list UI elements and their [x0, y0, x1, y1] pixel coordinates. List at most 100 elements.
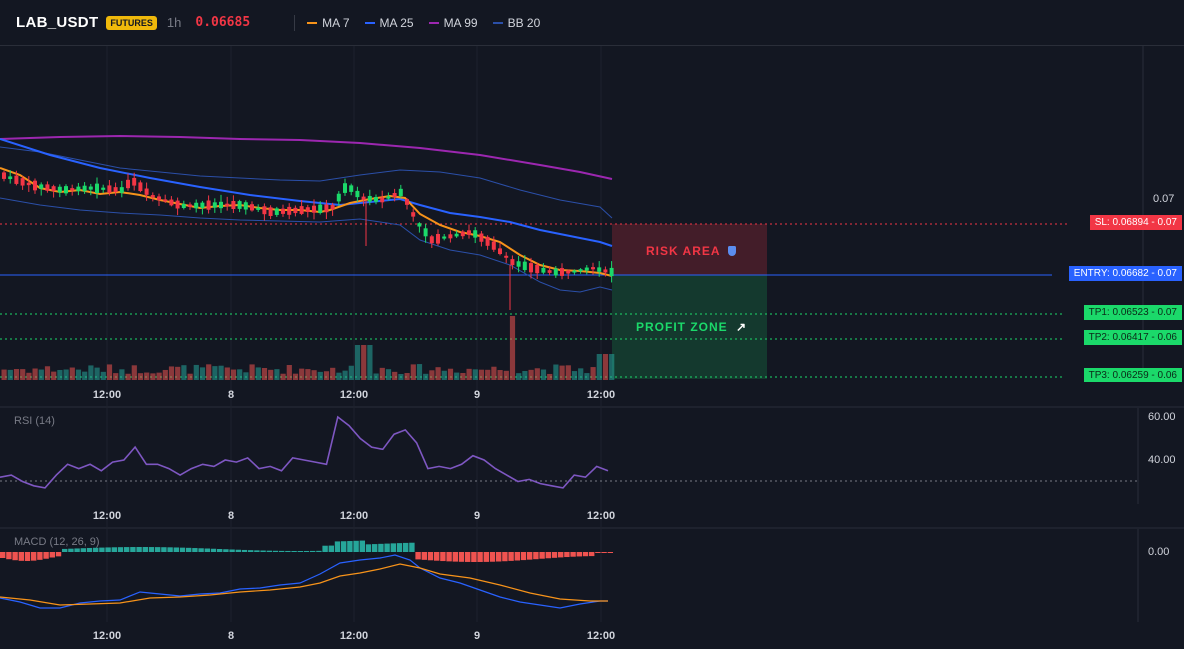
symbol-name[interactable]: LAB_USDT	[16, 14, 99, 31]
volume-bar	[361, 345, 367, 380]
macd-bar	[458, 552, 465, 562]
candle	[126, 179, 130, 189]
candle	[491, 241, 496, 250]
macd-bar	[161, 547, 167, 552]
legend-bb20[interactable]: BB 20	[492, 16, 540, 30]
volume-bar	[38, 369, 44, 380]
macd-bar	[31, 552, 37, 561]
candle	[212, 202, 217, 208]
volume-bar	[199, 367, 206, 380]
macd-bar	[55, 552, 62, 557]
macd-bar	[105, 547, 111, 552]
candle	[312, 205, 316, 213]
candle	[39, 184, 44, 189]
candle	[175, 200, 180, 209]
volume-bar	[392, 371, 398, 380]
macd-bar	[248, 550, 254, 552]
macd-bar	[24, 552, 31, 561]
candle	[225, 203, 230, 207]
volume-bar	[162, 369, 168, 380]
macd-bar	[471, 552, 477, 562]
macd-bar	[241, 549, 248, 552]
macd-bar	[285, 550, 291, 552]
volume-bar	[224, 367, 230, 380]
volume-bar	[522, 370, 528, 380]
macd-bar	[6, 552, 12, 560]
candle	[479, 233, 484, 242]
chart-header: LAB_USDT FUTURES 1h 0.06685 MA 7 MA 25 M…	[0, 0, 1184, 46]
volume-bar	[187, 373, 193, 380]
candle	[132, 177, 137, 186]
macd-bar	[403, 542, 409, 552]
macd-line	[0, 554, 608, 609]
main-xtick-5: 12:00	[586, 389, 616, 401]
volume-bar	[20, 369, 26, 380]
candle	[398, 188, 403, 197]
volume-bar	[534, 368, 540, 380]
volume-bar	[503, 370, 509, 380]
candle	[45, 184, 50, 191]
candle	[442, 236, 447, 239]
candle	[405, 199, 409, 205]
candle	[553, 268, 558, 276]
candle	[429, 236, 434, 244]
candle	[584, 267, 589, 271]
macd-bar	[427, 552, 434, 561]
profit-zone-text: PROFIT ZONE	[636, 320, 728, 334]
macd-label[interactable]: MACD (12, 26, 9)	[14, 536, 100, 548]
candle	[51, 186, 56, 192]
volume-bar	[553, 364, 559, 380]
candle	[349, 185, 354, 192]
profit-zone-label: PROFIT ZONE ↗	[636, 320, 747, 334]
macd-bar	[49, 552, 55, 558]
volume-bar	[237, 369, 243, 380]
macd-bar	[130, 547, 136, 552]
legend-ma99[interactable]: MA 99	[428, 15, 478, 30]
timeframe-label[interactable]: 1h	[166, 15, 182, 30]
volume-bar	[286, 364, 292, 380]
candle	[547, 270, 552, 273]
tp3-tag[interactable]: TP3: 0.06259 - 0.06	[1083, 368, 1182, 382]
volume-bar	[435, 367, 441, 380]
candle	[287, 206, 292, 215]
candlestick-series[interactable]	[2, 170, 614, 310]
candle	[609, 267, 614, 277]
price-axis-label: 0.07	[1153, 193, 1175, 205]
legend-ma99-label: MA 99	[443, 15, 478, 30]
tp1-tag[interactable]: TP1: 0.06523 - 0.07	[1083, 305, 1182, 320]
macd-bar	[310, 550, 316, 552]
macd-bar	[601, 552, 607, 553]
volume-bar	[330, 367, 336, 380]
macd-bar	[43, 552, 49, 559]
candle	[367, 195, 372, 202]
candle	[560, 268, 564, 276]
sl-tag[interactable]: SL: 0.06894 - 0.07	[1089, 215, 1182, 230]
candle	[591, 267, 595, 270]
macd-bar	[254, 550, 260, 552]
candle	[305, 207, 310, 212]
candle	[516, 261, 521, 267]
macd-axis-zero: 0.00	[1148, 546, 1170, 558]
tp2-tag[interactable]: TP2: 0.06417 - 0.06	[1083, 330, 1182, 345]
legend-ma7[interactable]: MA 7	[307, 16, 350, 30]
volume-bar	[491, 366, 497, 380]
volume-bar	[398, 373, 404, 380]
candle	[597, 267, 602, 272]
rsi-xtick-5: 12:00	[586, 510, 616, 522]
volume-bar	[336, 372, 342, 380]
risk-zone	[612, 224, 767, 275]
candle	[578, 269, 583, 272]
volume-bar	[13, 369, 20, 380]
macd-bar	[551, 552, 558, 558]
volume-bar	[385, 369, 392, 380]
rsi-label[interactable]: RSI (14)	[14, 415, 55, 427]
legend-ma25[interactable]: MA 25	[364, 16, 414, 30]
profit-zone	[612, 275, 767, 379]
candle	[572, 270, 577, 273]
macd-bar	[235, 549, 241, 552]
volume-bar	[150, 373, 156, 380]
macd-bar	[489, 552, 496, 562]
entry-tag[interactable]: ENTRY: 0.06682 - 0.07	[1068, 266, 1182, 281]
candle	[566, 270, 571, 274]
